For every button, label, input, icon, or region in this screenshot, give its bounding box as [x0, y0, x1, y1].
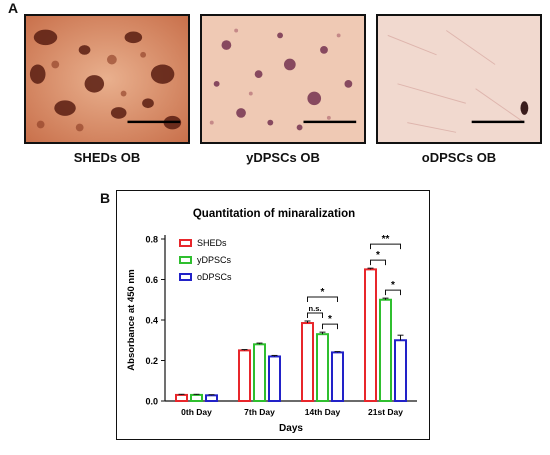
legend-label-odpscs: oDPSCs	[197, 272, 232, 282]
x-axis-label: Days	[279, 423, 303, 434]
legend-label-ydpscs: yDPSCs	[197, 255, 232, 265]
legend-label-sheds: SHEDs	[197, 238, 227, 248]
odpscs-ob-micrograph	[376, 14, 542, 144]
photo-label-ydpscs: yDPSCs OB	[246, 150, 320, 165]
y-tick-label: 0.8	[145, 235, 158, 245]
mineralization-chart: Quantitation of minaralization 0.0 0.2 0.4 0…	[116, 190, 430, 440]
bar-sheds	[175, 393, 188, 403]
bar-odpscs	[394, 339, 407, 402]
sheds-ob-micrograph	[24, 14, 190, 144]
y-tick-label: 0.4	[145, 316, 158, 326]
significance-label: *	[376, 250, 380, 261]
bar-ydpscs	[253, 343, 266, 403]
y-axis-label: Absorbance at 450 nm	[126, 269, 137, 370]
x-tick-label: 21st Day	[368, 407, 403, 417]
x-tick-label: 14th Day	[305, 407, 341, 417]
y-tick-label: 0.0	[145, 397, 158, 407]
significance-label: *	[321, 287, 325, 298]
significance-bracket	[370, 243, 401, 250]
y-tick-label: 0.2	[145, 356, 158, 366]
panel-a-letter: A	[8, 0, 19, 16]
ydpscs-ob-micrograph	[200, 14, 366, 144]
significance-bracket	[322, 323, 338, 330]
chart-title: Quantitation of minaralization	[193, 208, 355, 220]
bar-sheds	[364, 268, 377, 402]
significance-bracket	[370, 259, 386, 266]
chart-svg: Quantitation of minaralization 0.0 0.2 0.4 0…	[126, 208, 417, 434]
significance-bracket	[307, 296, 338, 303]
legend-swatch-odpscs	[179, 273, 192, 281]
legend-swatch-ydpscs	[179, 256, 192, 264]
bar-odpscs	[268, 355, 281, 402]
significance-bracket	[385, 289, 401, 296]
significance-label: **	[382, 234, 390, 245]
photo-label-sheds: SHEDs OB	[73, 150, 141, 165]
bar-ydpscs	[316, 333, 329, 402]
legend-swatch-sheds	[179, 239, 192, 247]
x-tick-label: 0th Day	[181, 407, 212, 417]
bar-odpscs	[331, 351, 344, 402]
significance-label: *	[328, 314, 332, 325]
bar-ydpscs	[379, 298, 392, 402]
bar-sheds	[301, 322, 314, 403]
significance-bracket	[307, 312, 323, 319]
bar-odpscs	[205, 394, 218, 403]
bar-sheds	[238, 349, 251, 402]
photo-label-odpscs: oDPSCs OB	[421, 150, 497, 165]
significance-label: n.s.	[309, 304, 322, 313]
bar-ydpscs	[190, 393, 203, 403]
panel-b-letter: B	[100, 190, 111, 206]
significance-label: *	[391, 280, 395, 291]
x-tick-label: 7th Day	[244, 407, 275, 417]
y-tick-label: 0.6	[145, 275, 158, 285]
